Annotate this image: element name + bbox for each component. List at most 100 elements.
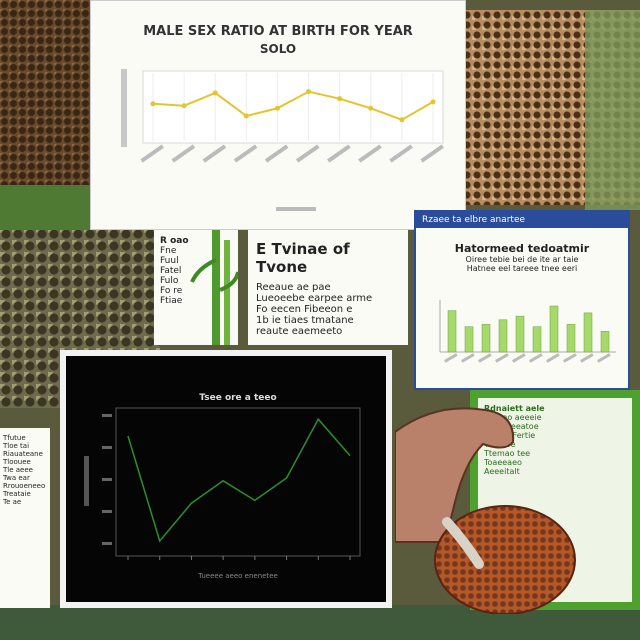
green-doc-line: Aeeeitalt <box>484 467 520 476</box>
middle-doc-card: E Tvinae of Tvone Reeaue ae pae Lueoeebe… <box>248 230 408 345</box>
hand-pod-svg <box>395 407 576 614</box>
top-chart-point <box>181 103 187 109</box>
dark-chart-series-line <box>127 417 351 543</box>
green-doc-line: Ttemao tee <box>484 449 531 458</box>
top-chart-card: MALE SEX RATIO AT BIRTH FOR YEAR SOLO <box>90 0 466 230</box>
left-doc-line: Tfutue <box>3 434 26 442</box>
bar-chart <box>439 300 616 363</box>
top-chart-tick-blur <box>264 144 289 163</box>
bar-chart-tick-blur <box>512 353 526 363</box>
top-chart-tick-blur <box>171 144 196 163</box>
bar-chart-bar <box>549 305 559 353</box>
dark-chart-xlabel: Tueeee aeeo enenetee <box>197 572 278 580</box>
bar-chart-tick-blur <box>546 353 560 363</box>
green-doc-line: Toaeeaeo <box>484 458 522 467</box>
dark-chart-card: Tsee ore a teeo Tueeee aeeo enenetee <box>60 350 392 608</box>
bar-chart-tick-blur <box>444 353 458 363</box>
bar-chart-tick-blur <box>563 353 577 363</box>
top-chart-point <box>399 117 405 123</box>
bar-chart-bar <box>515 315 525 353</box>
plant-illustration <box>190 230 238 345</box>
top-chart-x-ticks <box>140 144 444 163</box>
top-chart-tick-blur <box>389 144 413 163</box>
left-doc-line: Te ae <box>3 498 22 506</box>
bar-chart-bar <box>464 326 474 353</box>
left-doc-line: Riauateane <box>3 450 43 458</box>
bar-chart-tick-blur <box>580 353 594 363</box>
left-doc-line: Rrouoeneeo <box>3 482 46 490</box>
top-chart-points <box>150 89 436 123</box>
top-chart-subtitle: SOLO <box>260 42 296 56</box>
thumb-nail <box>442 517 484 569</box>
top-chart-point <box>274 105 280 111</box>
top-chart-xlabel-blur <box>276 207 316 211</box>
green-doc-line: Atnaao aeeeie <box>484 413 542 422</box>
dark-line-chart: Tsee ore a teeo Tueeee aeeo enenetee <box>66 356 386 602</box>
dark-chart-x-ticks <box>127 556 351 560</box>
left-doc-line: Tloouee <box>3 458 31 466</box>
dark-chart-ytick-blur <box>102 510 112 513</box>
top-chart-point <box>368 105 374 111</box>
bar-card-sub2: Hatnee eel tareee tnee eeri <box>466 264 578 273</box>
dark-chart-ytick-blur <box>102 446 112 449</box>
bar-chart-tick-blur <box>478 353 492 363</box>
pod-shape <box>434 505 576 614</box>
bar-chart-bar <box>481 324 491 353</box>
dark-chart-ytick-blur <box>102 414 112 417</box>
bar-chart-x-ticks <box>444 353 611 363</box>
dark-chart-plot-area <box>115 407 361 557</box>
top-chart-point <box>243 113 249 119</box>
middle-doc-line: Fo eecen Fibeeon e <box>256 304 353 315</box>
top-chart-point <box>337 96 343 102</box>
top-chart-tick-blur <box>358 144 382 163</box>
bar-chart-card: Rzaee ta elbre anartee Hatormeed tedoatm… <box>414 210 630 390</box>
middle-doc-heading: E Tvinae of Tvone <box>256 240 350 276</box>
plant-doc-line: Fatel <box>160 266 182 276</box>
left-doc-line: Twa ear <box>3 474 30 482</box>
top-chart-tick-blur <box>140 144 164 163</box>
bar-chart-tick-blur <box>461 353 475 363</box>
bar-chart-bars <box>447 305 610 353</box>
bar-chart-bar <box>583 312 593 353</box>
plant-doc-line: Fne <box>160 246 177 256</box>
top-chart-point <box>150 101 156 107</box>
dark-chart-ytick-blur <box>102 542 112 545</box>
top-chart-ylabel-blur <box>121 69 127 147</box>
left-doc-line: Treataie <box>3 490 31 498</box>
texture-bottom-band <box>0 605 640 640</box>
green-doc-line: Rdnaiett aele <box>484 404 545 413</box>
bar-card-heading: Hatormeed tedoatmir <box>454 242 590 255</box>
bar-card-sub1: Oiree tebie bei de ite ar taie <box>465 255 579 264</box>
plant-doc-line: Ftiae <box>160 296 183 306</box>
top-chart-tick-blur <box>420 144 444 163</box>
top-line-chart: MALE SEX RATIO AT BIRTH FOR YEAR SOLO <box>121 24 444 211</box>
bar-chart-bar <box>600 331 610 353</box>
bar-chart-tick-blur <box>495 353 509 363</box>
hand-pod-illustration <box>395 392 595 614</box>
top-chart-point <box>306 89 312 95</box>
bar-chart-tick-blur <box>597 353 611 363</box>
plant-doc-card: R oao Fne Fuul Fatel Fulo Fo re Ftiae <box>154 230 238 345</box>
top-chart-tick-blur <box>327 144 351 163</box>
left-doc-card: Tfutue Tloe tai Riauateane Tloouee Tle a… <box>0 428 50 608</box>
bar-chart-bar <box>447 310 457 353</box>
top-chart-tick-blur <box>295 144 320 163</box>
bar-chart-tick-blur <box>529 353 543 363</box>
bar-card-banner: Rzaee ta elbre anartee <box>416 212 628 228</box>
bar-chart-bar <box>498 319 508 353</box>
left-doc-line: Tloe tai <box>3 442 30 450</box>
texture-green-left <box>0 185 92 230</box>
plant-doc-line: Fo re <box>160 286 183 296</box>
texture-top-left <box>0 0 92 185</box>
texture-right-strip <box>585 10 640 210</box>
top-chart-title: MALE SEX RATIO AT BIRTH FOR YEAR <box>143 24 413 39</box>
dark-chart-ytick-blur <box>102 478 112 481</box>
bar-chart-bar <box>532 326 542 353</box>
plant-doc-line: Fulo <box>160 276 179 286</box>
plant-doc-line: R oao <box>160 236 189 246</box>
dark-chart-ylabel-blur <box>84 456 89 506</box>
middle-doc-line: Reeaue ae pae <box>256 282 331 293</box>
top-chart-plot-area <box>142 70 444 144</box>
top-chart-point <box>212 90 218 96</box>
hand-shape <box>395 407 515 543</box>
